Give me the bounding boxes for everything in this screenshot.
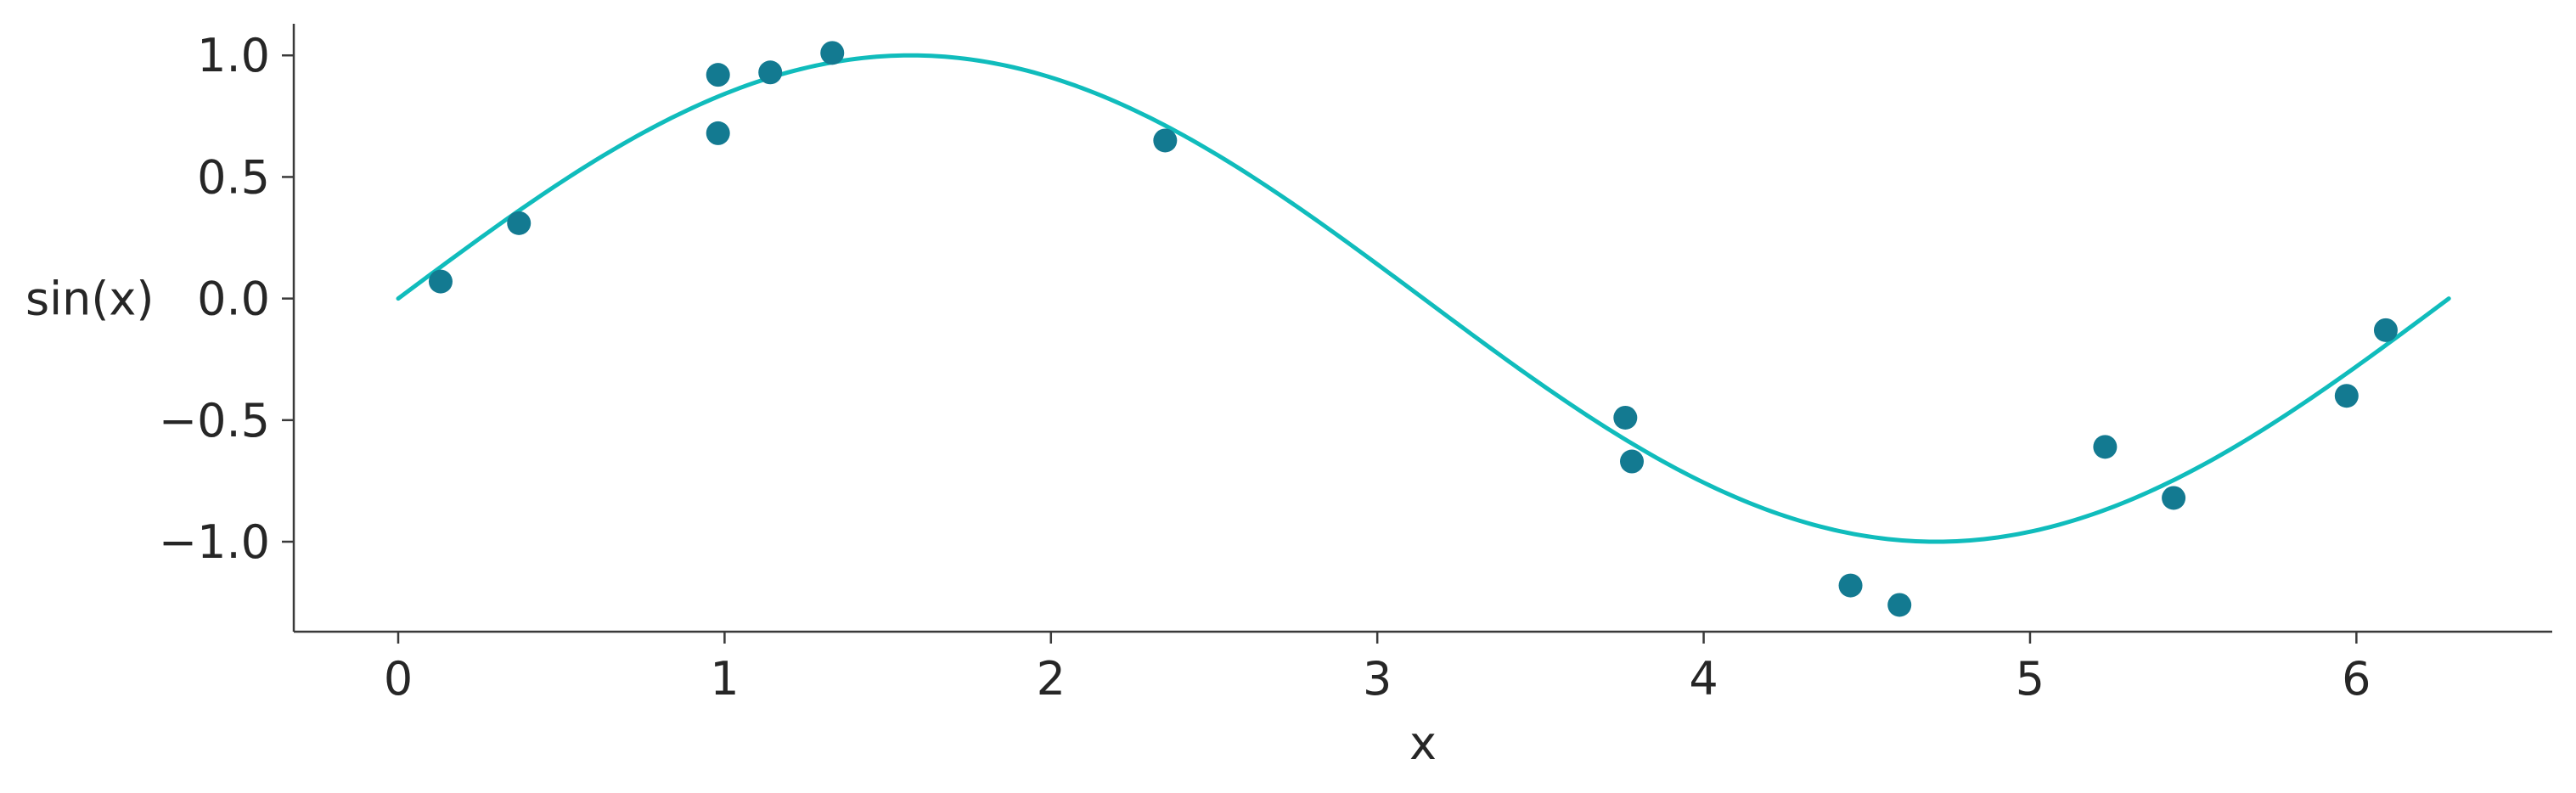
data-point — [820, 41, 845, 65]
data-point — [758, 60, 783, 85]
data-point — [1153, 128, 1178, 153]
y-tick-label: 1.0 — [197, 29, 270, 82]
y-tick-label: −0.5 — [159, 394, 270, 447]
y-tick-label: 0.0 — [197, 273, 270, 326]
x-tick-label: 4 — [1689, 652, 1718, 706]
x-axis-label: x — [1409, 717, 1437, 770]
data-point — [2093, 435, 2118, 459]
sine-curve — [396, 53, 2451, 544]
y-tick-label: −1.0 — [159, 515, 270, 569]
x-tick-label: 2 — [1037, 652, 1066, 706]
y-axis-ticks: 1.0 0.5 0.0 −0.5 −1.0 — [159, 29, 294, 569]
data-point — [1838, 573, 1863, 598]
x-tick-label: 3 — [1363, 652, 1392, 706]
y-tick-label: 0.5 — [197, 150, 270, 204]
data-point — [1613, 405, 1638, 430]
x-axis-ticks: 0 1 2 3 4 5 6 — [384, 632, 2371, 706]
data-point — [706, 63, 730, 87]
axes — [292, 24, 2552, 633]
x-tick-label: 1 — [710, 652, 739, 706]
data-point — [2162, 486, 2186, 510]
x-tick-label: 0 — [384, 652, 413, 706]
data-point — [428, 269, 453, 294]
data-points — [428, 41, 2398, 617]
data-point — [1620, 449, 1645, 474]
data-point — [2334, 384, 2359, 408]
data-point — [507, 211, 532, 235]
x-tick-label: 6 — [2342, 652, 2371, 706]
y-axis-label: sin(x) — [25, 273, 154, 326]
data-point — [1887, 593, 1912, 617]
data-point — [2373, 318, 2398, 342]
x-tick-label: 5 — [2016, 652, 2044, 706]
data-point — [706, 121, 730, 145]
